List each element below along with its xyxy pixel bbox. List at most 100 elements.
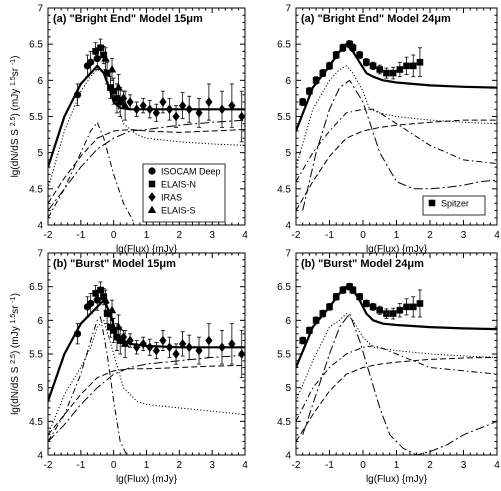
data-point-iras — [133, 342, 141, 353]
data-point-iras — [205, 335, 213, 346]
data-point-spitzer — [332, 51, 340, 59]
x-tick-label: 2 — [427, 460, 433, 471]
x-tick-label: 4 — [242, 460, 248, 471]
data-point-isocam-deep — [87, 299, 95, 308]
y-tick-label: 6 — [37, 316, 43, 327]
data-point-iras — [205, 97, 213, 107]
x-axis-label: lg(Flux) {mJy} — [366, 244, 428, 255]
legend-label: ELAIS-N — [161, 180, 196, 190]
data-point-spitzer — [376, 306, 384, 314]
data-point-iras — [159, 335, 167, 346]
data-point-iras — [146, 342, 154, 353]
chart-panel-2: -2 -1 0 1 2 3 4 4 4.5 5 5.5 6 6.5 7 lg(Flux) {mJy} (a) … — [277, 4, 500, 256]
series-line-dash-dot — [48, 121, 134, 222]
data-point-iras — [238, 111, 245, 122]
data-point-iras — [172, 111, 180, 122]
model-curves — [296, 285, 497, 455]
data-point-elais-n — [92, 48, 99, 55]
data-point-elais-n — [110, 327, 117, 334]
legend-marker-elais-n — [148, 180, 156, 188]
legend-marker-isocam-deep — [148, 167, 156, 175]
chart-title: (b) "Burst" Model 15μm — [53, 258, 176, 270]
chart-panel-1: -2 -1 0 1 2 3 4 4 4.5 5 5.5 6 6.5 7 lg(Flux) {mJy} lg(d… — [10, 4, 249, 256]
data-point-spitzer — [332, 293, 340, 301]
data-point-iras — [218, 342, 226, 353]
series-line-dash-dot — [296, 108, 497, 182]
series-line-long-dash-dot — [302, 79, 497, 211]
legend-marker-elais-s — [147, 205, 157, 213]
y-tick-label: 6.5 — [277, 282, 291, 293]
series-line-dashed — [296, 119, 497, 211]
legend: Spitzer — [422, 195, 486, 216]
data-point-isocam-deep — [73, 91, 82, 99]
data-point-iras — [179, 339, 187, 349]
x-tick-label: 2 — [427, 230, 433, 241]
data-point-iras — [179, 100, 187, 111]
legend-label: IRAS — [161, 193, 182, 203]
x-tick-label: 1 — [394, 230, 400, 241]
y-tick-label: 4 — [37, 221, 43, 232]
plot-frame — [295, 7, 498, 226]
x-axis-label: lg(Flux) {mJy} — [366, 474, 428, 485]
data-point-spitzer — [319, 69, 327, 77]
data-point-spitzer — [369, 62, 377, 70]
data-point-spitzer — [356, 51, 363, 59]
data-point-spitzer — [383, 310, 390, 317]
y-tick-label: 4 — [285, 451, 291, 462]
x-tick-label: -2 — [292, 460, 301, 471]
legend-box — [422, 195, 486, 216]
x-tick-label: 0 — [111, 460, 117, 471]
x-tick-label: 1 — [394, 460, 400, 471]
data-point-spitzer — [349, 44, 357, 52]
chart-panel-3: -2 -1 0 1 2 3 4 4 4.5 5 5.5 6 6.5 7 lg(Flux) {mJy} lg(d… — [10, 249, 249, 486]
data-point-spitzer — [403, 62, 410, 70]
data-point-spitzer — [409, 62, 417, 70]
x-tick-label: 2 — [177, 230, 183, 241]
x-tick-label: 0 — [111, 230, 117, 241]
data-point-isocam-deep — [93, 296, 101, 304]
plot-frame — [47, 252, 246, 456]
x-tick-label: 1 — [144, 230, 150, 241]
data-point-elais-s — [107, 305, 117, 314]
y-tick-label: 6 — [285, 76, 291, 87]
y-tick-label: 7 — [285, 4, 291, 15]
data-point-elais-s — [107, 64, 117, 73]
model-curves — [296, 43, 497, 211]
data-point-elais-n — [107, 323, 114, 331]
y-tick-label: 6 — [37, 76, 43, 87]
data-point-iras — [228, 339, 236, 349]
series-line-dotted — [296, 313, 497, 402]
y-tick-label: 6.5 — [277, 40, 291, 51]
data-point-elais-n — [97, 286, 104, 294]
x-tick-label: 3 — [209, 460, 215, 471]
data-point-elais-s — [120, 101, 130, 109]
series-line-long-dash-dot — [48, 119, 245, 211]
legend-box — [142, 163, 226, 223]
y-tick-label: 6 — [285, 316, 291, 327]
data-point-spitzer — [306, 87, 313, 95]
data-point-elais-n — [113, 95, 121, 102]
y-tick-label: 5.5 — [29, 350, 43, 361]
observations — [299, 282, 424, 345]
data-point-elais-n — [92, 290, 99, 297]
y-tick-label: 7 — [37, 4, 43, 15]
data-point-elais-n — [110, 87, 117, 95]
legend-marker-iras — [148, 192, 156, 202]
data-point-elais-s — [101, 295, 110, 304]
x-tick-label: 0 — [360, 460, 366, 471]
data-point-spitzer — [306, 327, 313, 334]
series-line-dashed — [296, 356, 497, 442]
series-line-long-dash-dot — [48, 354, 245, 442]
y-tick-label: 4.5 — [277, 184, 291, 195]
data-point-elais-n — [100, 293, 108, 301]
data-point-iras — [218, 104, 226, 115]
data-point-elais-n — [116, 98, 124, 106]
y-tick-label: 5.5 — [29, 112, 43, 123]
x-tick-label: 3 — [209, 230, 215, 241]
legend-marker-spitzer — [428, 199, 436, 207]
data-point-elais-n — [107, 84, 114, 91]
data-point-iras — [238, 349, 245, 359]
data-point-spitzer — [339, 286, 347, 294]
chart-title: (a) "Bright End" Model 15μm — [53, 13, 203, 25]
